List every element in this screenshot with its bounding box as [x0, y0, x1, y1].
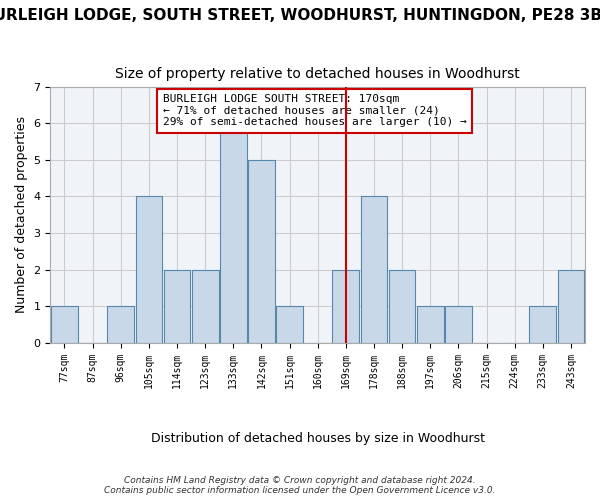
- Bar: [557, 270, 584, 342]
- Title: Size of property relative to detached houses in Woodhurst: Size of property relative to detached ho…: [115, 68, 520, 82]
- Bar: [529, 306, 556, 343]
- Bar: [192, 270, 218, 342]
- Bar: [445, 306, 472, 343]
- Bar: [276, 306, 303, 343]
- Y-axis label: Number of detached properties: Number of detached properties: [15, 116, 28, 313]
- Bar: [136, 196, 162, 342]
- Bar: [107, 306, 134, 343]
- Bar: [332, 270, 359, 342]
- Text: Contains HM Land Registry data © Crown copyright and database right 2024.
Contai: Contains HM Land Registry data © Crown c…: [104, 476, 496, 495]
- Bar: [220, 124, 247, 342]
- Text: BURLEIGH LODGE SOUTH STREET: 170sqm
← 71% of detached houses are smaller (24)
29: BURLEIGH LODGE SOUTH STREET: 170sqm ← 71…: [163, 94, 467, 128]
- Bar: [248, 160, 275, 342]
- Bar: [361, 196, 388, 342]
- Bar: [164, 270, 190, 342]
- Bar: [417, 306, 443, 343]
- X-axis label: Distribution of detached houses by size in Woodhurst: Distribution of detached houses by size …: [151, 432, 485, 445]
- Text: BURLEIGH LODGE, SOUTH STREET, WOODHURST, HUNTINGDON, PE28 3BW: BURLEIGH LODGE, SOUTH STREET, WOODHURST,…: [0, 8, 600, 22]
- Bar: [51, 306, 78, 343]
- Bar: [389, 270, 415, 342]
